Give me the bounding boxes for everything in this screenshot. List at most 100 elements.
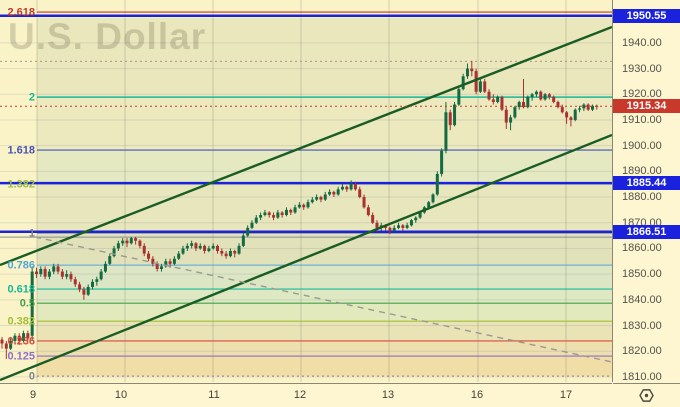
candle-body bbox=[453, 104, 457, 126]
candle-body bbox=[526, 96, 530, 108]
candle-body bbox=[177, 253, 181, 259]
candle-body bbox=[345, 186, 349, 190]
candle-body bbox=[509, 117, 513, 123]
candle-body bbox=[556, 101, 560, 108]
price-tick: 1920.00 bbox=[622, 88, 662, 101]
candle-body bbox=[198, 245, 202, 249]
fib-band bbox=[37, 183, 612, 234]
candle-body bbox=[297, 204, 301, 208]
candle-body bbox=[237, 245, 241, 254]
price-tick: 1810.00 bbox=[622, 370, 662, 383]
price-tick: 1860.00 bbox=[622, 242, 662, 255]
candle-body bbox=[366, 207, 370, 216]
candle-body bbox=[569, 117, 573, 120]
candle-body bbox=[478, 81, 482, 92]
time-label-11: 11 bbox=[208, 389, 220, 401]
fib-label-0.236: 0.236 bbox=[7, 335, 35, 347]
time-label-17: 17 bbox=[559, 389, 573, 401]
candle-body bbox=[246, 227, 250, 236]
candle-body bbox=[263, 212, 267, 216]
candle-body bbox=[375, 222, 379, 228]
candle-body bbox=[168, 261, 172, 264]
fib-band bbox=[37, 97, 612, 151]
chart-plot-area[interactable]: 2.618 2 1.618 1.382 1 0.786 0.618 0.5 0.382 0.236… bbox=[0, 0, 613, 382]
candle-body bbox=[522, 101, 526, 108]
candle-body bbox=[358, 189, 362, 198]
candle-body bbox=[388, 227, 392, 231]
price-tick: 1830.00 bbox=[622, 319, 662, 332]
price-tick: 1820.00 bbox=[622, 345, 662, 358]
fib-label-0.125: 0.125 bbox=[7, 351, 35, 363]
candle-body bbox=[293, 207, 297, 213]
candle-body bbox=[250, 222, 254, 228]
candle-body bbox=[401, 225, 405, 228]
candle-body bbox=[448, 112, 452, 126]
candle-body bbox=[254, 217, 258, 223]
candle-body bbox=[500, 96, 504, 110]
price-badge-current-price: 1915.34 bbox=[613, 99, 680, 114]
price-scale-settings-button[interactable] bbox=[613, 383, 680, 407]
candle-body bbox=[280, 212, 284, 216]
candle-body bbox=[474, 71, 478, 92]
candle-body bbox=[129, 238, 133, 244]
candle-body bbox=[530, 94, 534, 97]
fib-label-0.5: 0.5 bbox=[20, 298, 35, 310]
candle-body bbox=[315, 197, 319, 200]
candle-body bbox=[328, 191, 332, 195]
candle-body bbox=[272, 215, 276, 218]
candle-body bbox=[353, 184, 357, 190]
candle-body bbox=[534, 91, 538, 95]
candle-body bbox=[125, 240, 129, 244]
candle-body bbox=[552, 96, 556, 102]
chart-canvas[interactable]: 2.618 2 1.618 1.382 1 0.786 0.618 0.5 0.382 0.236… bbox=[0, 0, 612, 382]
candle-body bbox=[457, 89, 461, 105]
price-tick: 1850.00 bbox=[622, 268, 662, 281]
candle-body bbox=[336, 189, 340, 195]
hexagon-settings-icon bbox=[639, 389, 654, 402]
candle-body bbox=[86, 286, 90, 295]
candle-body bbox=[142, 245, 146, 254]
candle-body bbox=[543, 94, 547, 100]
candle-body bbox=[259, 215, 263, 218]
time-label-12: 12 bbox=[293, 389, 307, 401]
candle-body bbox=[4, 343, 8, 349]
candle-body bbox=[276, 212, 280, 218]
candle-body bbox=[60, 271, 64, 277]
fib-label-1: 1 bbox=[29, 228, 35, 240]
candle-body bbox=[22, 333, 26, 341]
fib-label-1.382: 1.382 bbox=[7, 178, 35, 190]
price-axis[interactable]: 1940.00 1930.00 1920.00 1910.00 1900.00 1890.… bbox=[613, 0, 680, 383]
candle-body bbox=[34, 271, 38, 275]
price-tick: 1910.00 bbox=[622, 113, 662, 126]
price-badge-hline-1885: 1885.44 bbox=[613, 176, 680, 191]
candle-body bbox=[211, 245, 215, 249]
fib-band bbox=[37, 17, 612, 98]
candle-body bbox=[82, 289, 86, 295]
candle-body bbox=[43, 268, 47, 277]
time-label-13: 13 bbox=[381, 389, 395, 401]
time-label-10: 10 bbox=[114, 389, 128, 401]
channel-lower bbox=[0, 133, 612, 382]
candle-body bbox=[565, 112, 569, 118]
candle-body bbox=[590, 105, 594, 110]
candle-body bbox=[371, 215, 375, 223]
fib-label-2.618: 2.618 bbox=[7, 7, 35, 19]
candle-body bbox=[362, 197, 366, 208]
candle-body bbox=[91, 281, 95, 287]
candle-body bbox=[17, 335, 21, 341]
candle-body bbox=[241, 235, 245, 246]
candle-body bbox=[30, 271, 34, 336]
candle-body bbox=[465, 68, 469, 77]
candle-body bbox=[302, 204, 306, 208]
candle-body bbox=[431, 194, 435, 203]
candle-body bbox=[483, 81, 487, 92]
time-axis[interactable]: 9 10 11 12 13 16 17 bbox=[0, 383, 612, 407]
candle-body bbox=[392, 227, 396, 231]
candle-body bbox=[65, 274, 69, 277]
candle-body bbox=[578, 108, 582, 110]
candle-body bbox=[108, 256, 112, 264]
candle-body bbox=[418, 212, 422, 218]
candle-body bbox=[69, 274, 73, 280]
candle-body bbox=[289, 209, 293, 213]
fib-label-1.618: 1.618 bbox=[7, 145, 35, 157]
